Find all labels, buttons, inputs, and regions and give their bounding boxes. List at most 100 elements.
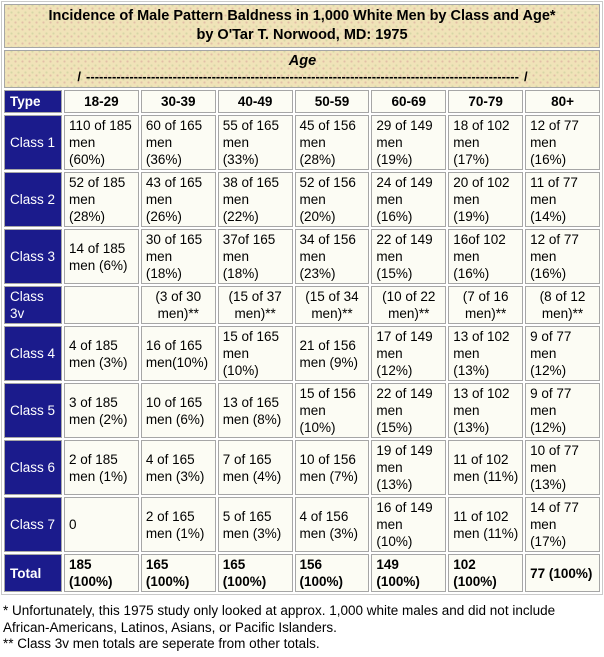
total-cell: 102 (100%)	[448, 554, 524, 592]
row-class-6: Class 6 2 of 185 men (1%) 4 of 165 men (…	[4, 440, 600, 495]
data-cell: 21 of 156 men (9%)	[294, 326, 370, 381]
data-cell: 22 of 149 men (15%)	[371, 383, 447, 438]
total-cell: 185 (100%)	[64, 554, 139, 592]
data-cell: 16of 102 men (16%)	[448, 229, 524, 284]
total-cell: 165 (100%)	[217, 554, 293, 592]
data-cell: 24 of 149 men (16%)	[371, 172, 447, 227]
data-cell: 16 of 149 men (10%)	[371, 497, 447, 552]
baldness-incidence-table: Incidence of Male Pattern Baldness in 1,…	[1, 1, 603, 595]
data-cell: 10 of 156 men (7%)	[294, 440, 370, 495]
data-cell: 0	[64, 497, 139, 552]
data-cell: 10 of 77 men (13%)	[525, 440, 600, 495]
data-cell: 14 of 185 men (6%)	[64, 229, 139, 284]
row-class-7: Class 7 0 2 of 165 men (1%) 5 of 165 men…	[4, 497, 600, 552]
title-line-1: Incidence of Male Pattern Baldness in 1,…	[48, 8, 556, 24]
data-cell: 11 of 77 men (14%)	[525, 172, 600, 227]
data-cell: (8 of 12 men)**	[525, 286, 600, 324]
col-header-70-79: 70-79	[448, 90, 524, 113]
data-cell: 17 of 149 men (12%)	[371, 326, 447, 381]
footnote-class-3v: ** Class 3v men totals are seperate from…	[3, 636, 320, 651]
row-label: Class 3	[4, 229, 62, 284]
row-class-5: Class 5 3 of 185 men (2%) 10 of 165 men …	[4, 383, 600, 438]
data-cell: 15 of 156 men (10%)	[294, 383, 370, 438]
age-band-row: Age / -----------------------------------…	[4, 50, 600, 88]
data-cell: 37of 165 men (18%)	[217, 229, 293, 284]
total-label: Total	[4, 554, 62, 592]
row-total: Total 185 (100%) 165 (100%) 165 (100%) 1…	[4, 554, 600, 592]
data-cell: 52 of 156 men (20%)	[294, 172, 370, 227]
data-cell: 2 of 185 men (1%)	[64, 440, 139, 495]
total-cell: 149 (100%)	[371, 554, 447, 592]
data-cell: 12 of 77 men (16%)	[525, 115, 600, 170]
col-header-30-39: 30-39	[140, 90, 216, 113]
data-cell: 45 of 156 men (28%)	[294, 115, 370, 170]
row-label: Class 4	[4, 326, 62, 381]
data-cell: 11 of 102 men (11%)	[448, 440, 524, 495]
data-cell: 20 of 102 men (19%)	[448, 172, 524, 227]
data-cell: 38 of 165 men (22%)	[217, 172, 293, 227]
dash-line: ----------------------------------------…	[86, 70, 519, 84]
data-cell: (15 of 37 men)**	[217, 286, 293, 324]
data-cell: 16 of 165 men(10%)	[140, 326, 216, 381]
data-cell: 9 of 77 men (12%)	[525, 326, 600, 381]
col-header-40-49: 40-49	[217, 90, 293, 113]
data-cell: (3 of 30 men)**	[140, 286, 216, 324]
title-line-2: by O'Tar T. Norwood, MD: 1975	[196, 27, 408, 43]
slash-left: /	[77, 70, 82, 84]
col-header-18-29: 18-29	[64, 90, 139, 113]
data-cell	[64, 286, 139, 324]
row-class-1: Class 1 110 of 185 men (60%) 60 of 165 m…	[4, 115, 600, 170]
col-header-50-59: 50-59	[294, 90, 370, 113]
slash-right: /	[523, 70, 528, 84]
data-cell: 12 of 77 men (16%)	[525, 229, 600, 284]
data-cell: 43 of 165 men (26%)	[140, 172, 216, 227]
data-cell: (7 of 16 men)**	[448, 286, 524, 324]
data-cell: 22 of 149 men (15%)	[371, 229, 447, 284]
row-label: Class 1	[4, 115, 62, 170]
data-cell: 13 of 102 men (13%)	[448, 326, 524, 381]
data-cell: 30 of 165 men (18%)	[140, 229, 216, 284]
row-label: Class 3v	[4, 286, 62, 324]
data-cell: 7 of 165 men (4%)	[217, 440, 293, 495]
row-label: Class 6	[4, 440, 62, 495]
data-cell: 55 of 165 men (33%)	[217, 115, 293, 170]
column-header-row: Type 18-29 30-39 40-49 50-59 60-69 70-79…	[4, 90, 600, 113]
data-cell: 11 of 102 men (11%)	[448, 497, 524, 552]
col-header-80plus: 80+	[525, 90, 600, 113]
data-cell: 14 of 77 men (17%)	[525, 497, 600, 552]
data-cell: 9 of 77 men (12%)	[525, 383, 600, 438]
data-cell: 2 of 165 men (1%)	[140, 497, 216, 552]
title-row: Incidence of Male Pattern Baldness in 1,…	[4, 4, 600, 48]
data-cell: (10 of 22 men)**	[371, 286, 447, 324]
data-cell: 18 of 102 men (17%)	[448, 115, 524, 170]
data-cell: 5 of 165 men (3%)	[217, 497, 293, 552]
data-cell: 15 of 165 men (10%)	[217, 326, 293, 381]
data-cell: 4 of 165 men (3%)	[140, 440, 216, 495]
row-label: Class 5	[4, 383, 62, 438]
data-cell: 4 of 156 men (3%)	[294, 497, 370, 552]
total-cell: 165 (100%)	[140, 554, 216, 592]
data-cell: 110 of 185 men (60%)	[64, 115, 139, 170]
row-class-2: Class 2 52 of 185 men (28%) 43 of 165 me…	[4, 172, 600, 227]
data-cell: 13 of 165 men (8%)	[217, 383, 293, 438]
row-label: Class 2	[4, 172, 62, 227]
data-cell: 13 of 102 men (13%)	[448, 383, 524, 438]
data-cell: 19 of 149 men (13%)	[371, 440, 447, 495]
footnote-study-scope: * Unfortunately, this 1975 study only lo…	[3, 603, 556, 635]
row-class-3: Class 3 14 of 185 men (6%) 30 of 165 men…	[4, 229, 600, 284]
data-cell: 60 of 165 men (36%)	[140, 115, 216, 170]
data-cell: 34 of 156 men (23%)	[294, 229, 370, 284]
data-cell: 29 of 149 men (19%)	[371, 115, 447, 170]
data-cell: (15 of 34 men)**	[294, 286, 370, 324]
age-band: Age / -----------------------------------…	[4, 50, 600, 88]
data-cell: 52 of 185 men (28%)	[64, 172, 139, 227]
data-cell: 10 of 165 men (6%)	[140, 383, 216, 438]
col-header-60-69: 60-69	[371, 90, 447, 113]
data-cell: 3 of 185 men (2%)	[64, 383, 139, 438]
page-title: Incidence of Male Pattern Baldness in 1,…	[4, 4, 600, 48]
row-class-3v: Class 3v (3 of 30 men)** (15 of 37 men)*…	[4, 286, 600, 324]
age-band-label: Age	[288, 53, 317, 69]
total-cell: 156 (100%)	[294, 554, 370, 592]
data-cell: 4 of 185 men (3%)	[64, 326, 139, 381]
col-header-type: Type	[4, 90, 62, 113]
